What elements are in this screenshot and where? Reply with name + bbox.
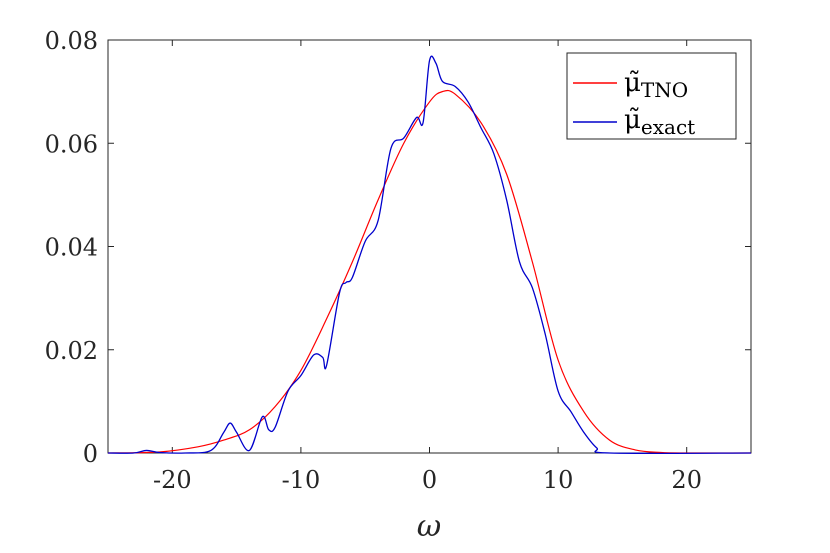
series-line-tno: [107, 89, 752, 454]
series-line-exact: [107, 55, 752, 455]
legend-label-exact: μ̃exact: [624, 105, 695, 139]
x-tick-label: -20: [153, 466, 192, 494]
x-tick-label: 20: [671, 466, 702, 494]
x-tick-label: -10: [282, 466, 321, 494]
ticks-layer: -20 -10 0 10 20 0 0.02 0.04 0.06 0.08: [45, 27, 751, 494]
legend: μ̃TNO μ̃exact: [566, 52, 737, 140]
y-tick-label: 0: [83, 440, 98, 468]
legend-box: [566, 52, 737, 140]
y-tick-label: 0.06: [45, 130, 98, 158]
legend-label-tno: μ̃TNO: [624, 68, 688, 102]
series-layer: [107, 55, 752, 455]
y-tick-label: 0.02: [45, 337, 98, 365]
x-tick-label: 0: [422, 466, 437, 494]
y-tick-label: 0.04: [45, 234, 98, 262]
y-tick-label: 0.08: [45, 27, 98, 55]
x-tick-label: 10: [543, 466, 574, 494]
x-axis-label: ω: [417, 509, 441, 544]
